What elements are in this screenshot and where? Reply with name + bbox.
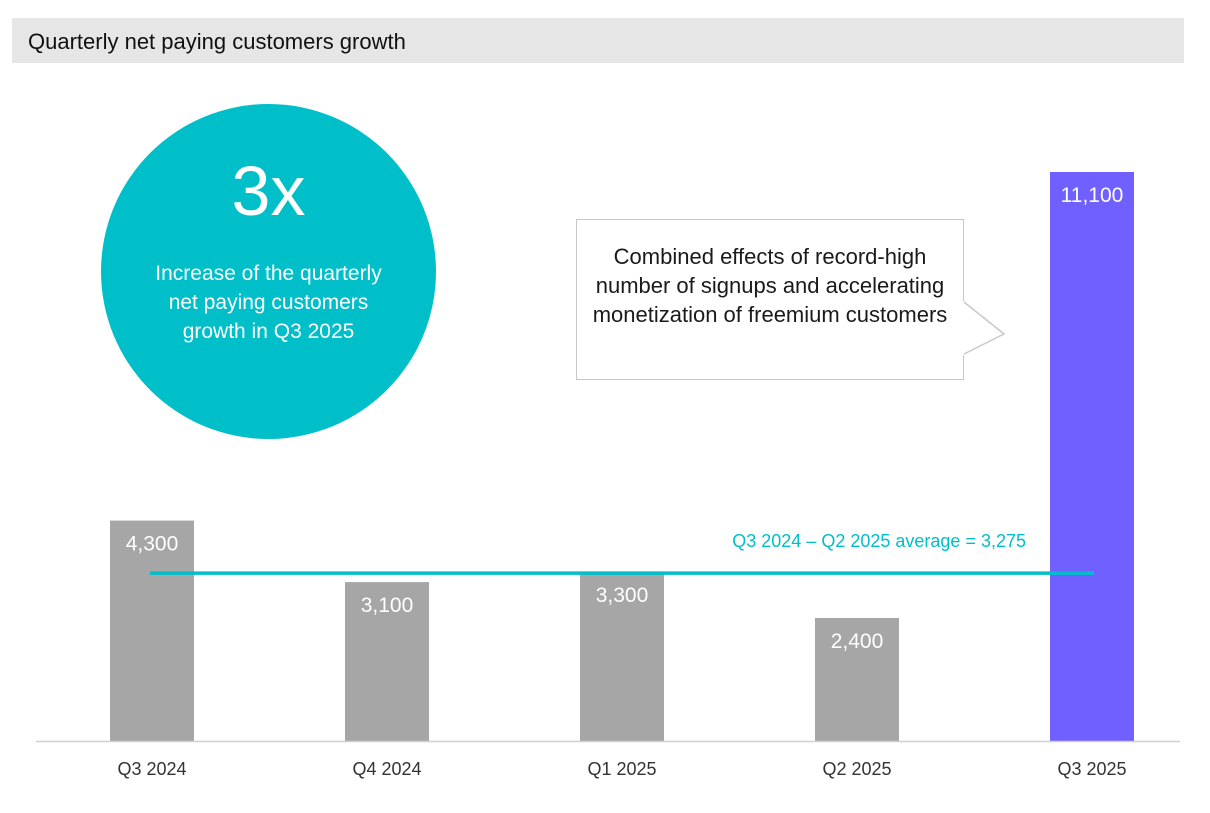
bar xyxy=(815,617,899,741)
x-tick-label: Q4 2024 xyxy=(352,759,421,779)
bar-value-label: 2,400 xyxy=(831,630,884,653)
x-tick-label: Q2 2025 xyxy=(822,759,891,779)
x-tick-label: Q3 2025 xyxy=(1057,759,1126,779)
title-bar: Quarterly net paying customers growth xyxy=(12,18,1184,63)
callout-box: Combined effects of record-high number o… xyxy=(576,219,964,380)
x-tick-label: Q3 2024 xyxy=(117,759,186,779)
chart-title: Quarterly net paying customers growth xyxy=(28,29,406,54)
bar xyxy=(1050,172,1134,741)
x-tick-label: Q1 2025 xyxy=(587,759,656,779)
bar-value-label: 3,300 xyxy=(596,584,649,607)
average-line-label: Q3 2024 – Q2 2025 average = 3,275 xyxy=(732,531,1026,551)
highlight-description: Increase of the quarterly net paying cus… xyxy=(155,262,382,343)
bar-value-label: 4,300 xyxy=(126,533,179,556)
bar xyxy=(345,582,429,741)
highlight-bubble: 3x Increase of the quarterly net paying … xyxy=(101,104,436,439)
highlight-value: 3x xyxy=(231,152,306,230)
callout-text: Combined effects of record-high number o… xyxy=(592,244,948,327)
bar-value-label: 3,100 xyxy=(361,594,414,617)
bar-value-label: 11,100 xyxy=(1061,184,1124,207)
bar xyxy=(110,520,194,741)
bar xyxy=(580,571,664,741)
callout-pointer xyxy=(962,300,1006,356)
